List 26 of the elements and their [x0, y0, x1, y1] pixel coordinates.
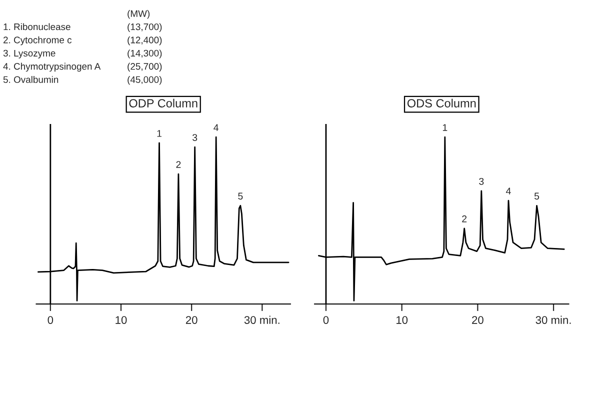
annotation: 5	[534, 192, 540, 200]
x-tick-label: 30 min.	[536, 316, 571, 324]
x-tick-label: 0	[323, 316, 329, 324]
annotation: 4	[214, 124, 218, 131]
text: 4. Chymotrypsinogen A (25,700)	[3, 62, 162, 72]
text: 2. Cytochrome c (12,400)	[4, 36, 162, 46]
text: (MW)	[128, 10, 150, 19]
x-tick-label: 0	[48, 316, 54, 324]
annotation: 2	[176, 161, 181, 168]
x-tick-label: 10	[396, 316, 408, 324]
x-tick-label: 30 min.	[244, 316, 280, 324]
annotation: 2	[462, 215, 467, 222]
chart-title: ODS Column	[407, 98, 476, 108]
annotation: 3	[192, 134, 198, 141]
text: 3. Lysozyme (14,300)	[3, 50, 162, 58]
x-tick-label: 10	[116, 316, 127, 324]
x-tick-label: 20	[472, 316, 484, 324]
annotation: 5	[238, 192, 243, 200]
chart-title: ODP Column	[129, 98, 198, 108]
annotation: 4	[506, 188, 511, 194]
x-tick-label: 20	[186, 316, 198, 324]
annotation: 3	[479, 178, 484, 185]
annotation: 1	[442, 124, 448, 131]
text: 1. Ribonuclease (13,700)	[4, 23, 162, 32]
annotation: 1	[157, 130, 162, 137]
text: 5. Ovalbumin (45,000)	[3, 76, 162, 85]
